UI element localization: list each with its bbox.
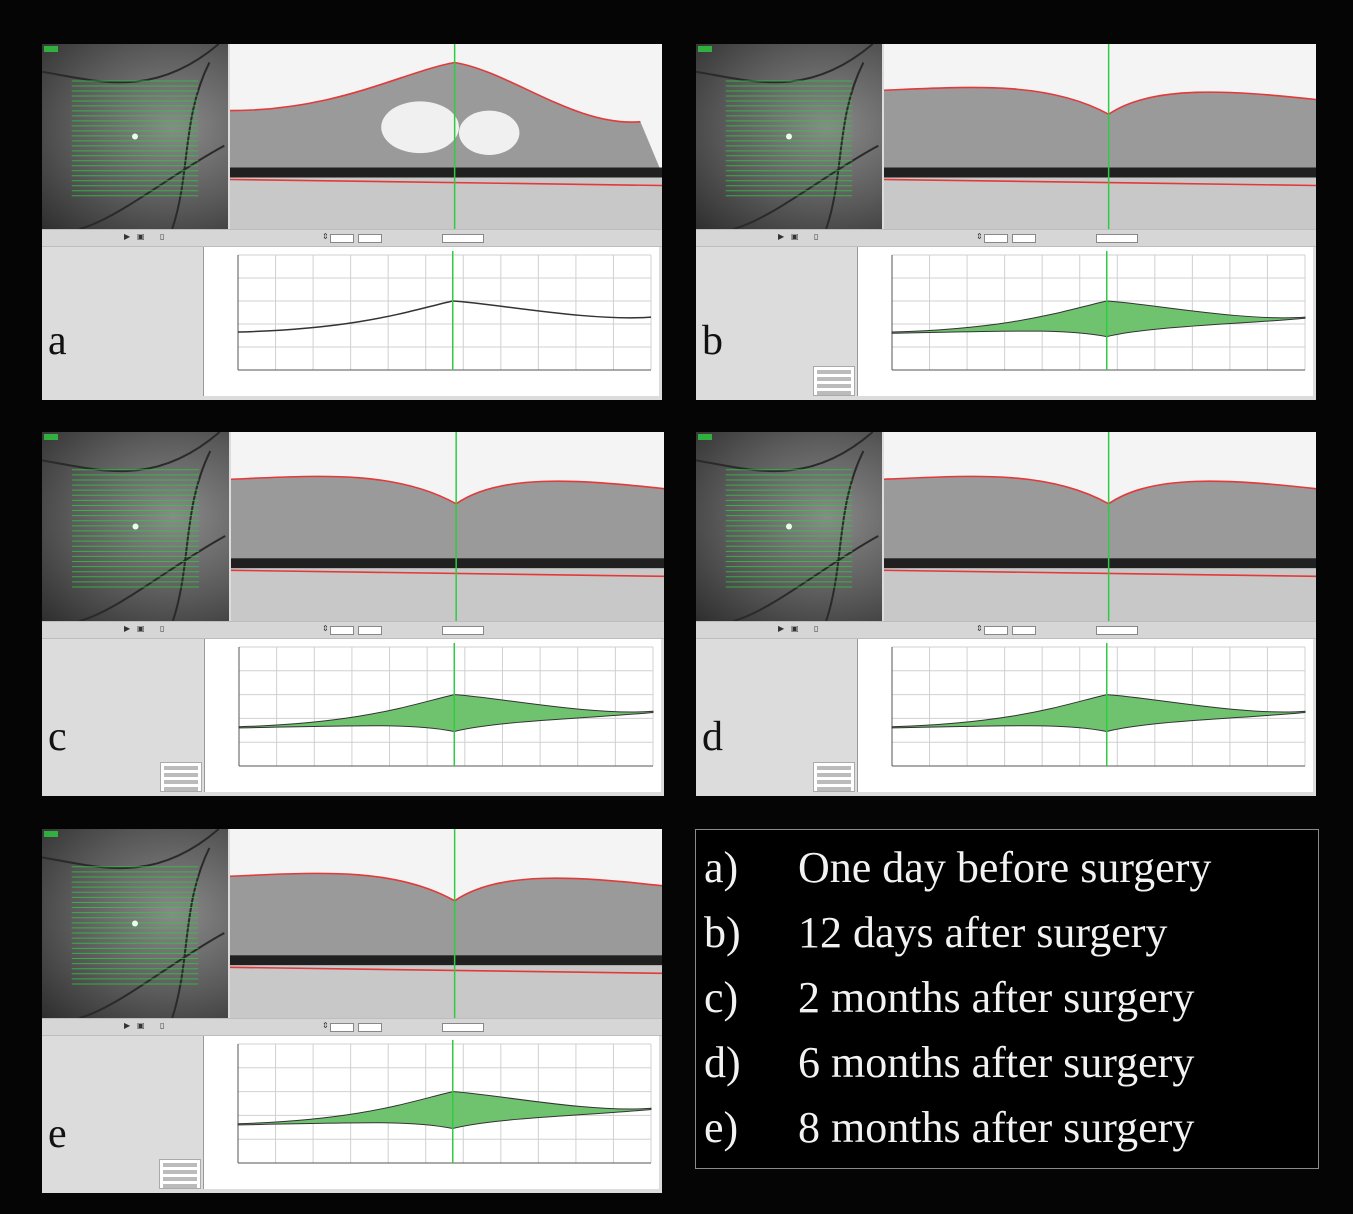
play-icon[interactable]: ▶ xyxy=(124,624,131,633)
legend-key-a: a) xyxy=(704,843,739,892)
viewer-toolbar: ▶ ▣ ▯ ⇕ xyxy=(42,1018,662,1036)
oct-panel-c: ▶ ▣ ▯ ⇕ c xyxy=(42,432,664,796)
plot-legend-mini xyxy=(160,762,202,792)
thickness-plot xyxy=(203,1036,659,1189)
legend-row-e: e) 8 months after surgery xyxy=(696,1102,1316,1160)
thickness-plot xyxy=(203,247,659,396)
save-icon[interactable]: ▣ xyxy=(791,232,799,241)
viewer-toolbar: ▶ ▣ ▯ ⇕ xyxy=(696,621,1316,639)
panel-label-c: c xyxy=(48,714,67,760)
viewer-toolbar: ▶ ▣ ▯ ⇕ xyxy=(42,229,662,247)
save-icon[interactable]: ▣ xyxy=(137,624,145,633)
panel-label-b: b xyxy=(702,318,723,364)
arrows-icon[interactable]: ⇕ xyxy=(322,1021,329,1030)
legend-key-b: b) xyxy=(704,908,741,957)
toolbar-field-2[interactable] xyxy=(1096,626,1138,635)
save-icon[interactable]: ▣ xyxy=(137,232,145,241)
play-icon[interactable]: ▶ xyxy=(778,232,785,241)
legend-text-a: One day before surgery xyxy=(798,843,1212,892)
arrows-icon[interactable]: ⇕ xyxy=(976,624,983,633)
oct-bscan-image xyxy=(883,44,1316,229)
legend-key-c: c) xyxy=(704,973,739,1022)
toolbar-field-1[interactable] xyxy=(358,234,382,243)
toolbar-field-0[interactable] xyxy=(330,1023,354,1032)
panel-label-d: d xyxy=(702,714,723,760)
toolbar-field-2[interactable] xyxy=(442,234,484,243)
arrows-icon[interactable]: ⇕ xyxy=(322,232,329,241)
arrows-icon[interactable]: ⇕ xyxy=(976,232,983,241)
fundus-image xyxy=(696,44,882,229)
oct-bscan-image xyxy=(229,829,662,1018)
save-icon[interactable]: ▣ xyxy=(791,624,799,633)
fundus-image xyxy=(42,44,228,229)
legend-text-b: 12 days after surgery xyxy=(798,908,1168,957)
toolbar-field-2[interactable] xyxy=(1096,234,1138,243)
oct-panel-a: ▶ ▣ ▯ ⇕ a xyxy=(42,44,662,400)
print-icon[interactable]: ▯ xyxy=(160,1021,165,1030)
oct-panel-d: ▶ ▣ ▯ ⇕ d xyxy=(696,432,1316,796)
legend-text-d: 6 months after surgery xyxy=(798,1038,1195,1087)
oct-bscan-image xyxy=(229,44,662,229)
oct-panel-e: ▶ ▣ ▯ ⇕ e xyxy=(42,829,662,1193)
toolbar-field-1[interactable] xyxy=(358,1023,382,1032)
oct-panel-b: ▶ ▣ ▯ ⇕ b xyxy=(696,44,1316,400)
viewer-toolbar: ▶ ▣ ▯ ⇕ xyxy=(42,621,664,639)
toolbar-field-0[interactable] xyxy=(984,234,1008,243)
legend-row-b: b) 12 days after surgery xyxy=(696,907,1316,965)
play-icon[interactable]: ▶ xyxy=(124,232,131,241)
plot-legend-mini xyxy=(159,1159,201,1189)
print-icon[interactable]: ▯ xyxy=(814,232,819,241)
toolbar-field-0[interactable] xyxy=(984,626,1008,635)
save-icon[interactable]: ▣ xyxy=(137,1021,145,1030)
legend-text-e: 8 months after surgery xyxy=(798,1103,1195,1152)
fundus-image xyxy=(42,829,228,1018)
play-icon[interactable]: ▶ xyxy=(124,1021,131,1030)
viewer-toolbar: ▶ ▣ ▯ ⇕ xyxy=(696,229,1316,247)
legend-key-e: e) xyxy=(704,1103,739,1152)
plot-legend-mini xyxy=(813,366,855,396)
toolbar-field-1[interactable] xyxy=(1012,626,1036,635)
fundus-image xyxy=(696,432,882,621)
legend-row-d: d) 6 months after surgery xyxy=(696,1037,1316,1095)
toolbar-field-2[interactable] xyxy=(442,1023,484,1032)
fundus-image xyxy=(42,432,229,621)
play-icon[interactable]: ▶ xyxy=(778,624,785,633)
print-icon[interactable]: ▯ xyxy=(814,624,819,633)
legend-text-c: 2 months after surgery xyxy=(798,973,1195,1022)
oct-bscan-image xyxy=(883,432,1316,621)
oct-bscan-image xyxy=(230,432,664,621)
legend-row-c: c) 2 months after surgery xyxy=(696,972,1316,1030)
toolbar-field-0[interactable] xyxy=(330,234,354,243)
thickness-plot xyxy=(204,639,661,792)
toolbar-field-0[interactable] xyxy=(330,626,354,635)
thickness-plot xyxy=(857,639,1313,792)
panel-label-e: e xyxy=(48,1111,67,1157)
print-icon[interactable]: ▯ xyxy=(160,624,165,633)
plot-legend-mini xyxy=(813,762,855,792)
toolbar-field-1[interactable] xyxy=(1012,234,1036,243)
legend-box: a) One day before surgery b) 12 days aft… xyxy=(695,829,1319,1169)
panel-label-a: a xyxy=(48,318,67,364)
toolbar-field-1[interactable] xyxy=(358,626,382,635)
legend-key-d: d) xyxy=(704,1038,741,1087)
arrows-icon[interactable]: ⇕ xyxy=(322,624,329,633)
legend-row-a: a) One day before surgery xyxy=(696,842,1316,900)
toolbar-field-2[interactable] xyxy=(442,626,484,635)
thickness-plot xyxy=(857,247,1313,396)
print-icon[interactable]: ▯ xyxy=(160,232,165,241)
